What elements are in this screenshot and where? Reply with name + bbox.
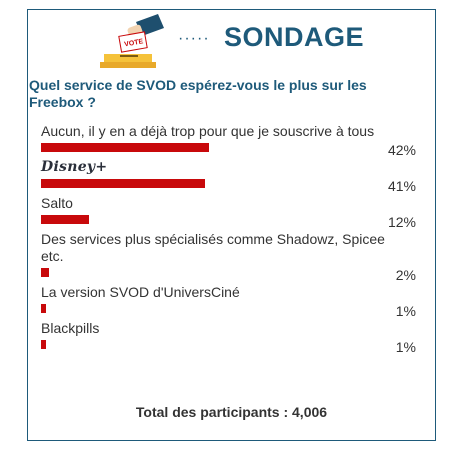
poll-result-bar: [41, 268, 49, 277]
poll-option-label: Salto: [41, 195, 73, 211]
poll-question: Quel service de SVOD espérez-vous le plu…: [29, 77, 367, 110]
poll-option-label: La version SVOD d'UniversCiné: [41, 284, 240, 300]
poll-options: Aucun, il y en a déjà trop pour que je s…: [41, 123, 416, 356]
poll-result-percent: 41%: [387, 178, 416, 194]
poll-result-bar: [41, 340, 46, 349]
poll-bar-row: 41%: [41, 176, 416, 195]
poll-result-percent: 12%: [387, 214, 416, 230]
poll-option: Des services plus spécialisés comme Shad…: [41, 231, 416, 284]
poll-option-label: Aucun, il y en a déjà trop pour que je s…: [41, 123, 375, 139]
poll-bar-row: 12%: [41, 212, 416, 231]
poll-bar-row: 42%: [41, 140, 416, 159]
poll-option: Disney+ 41%: [41, 159, 416, 195]
poll-bar-row: 2%: [41, 265, 416, 284]
poll-result-bar: [41, 215, 89, 224]
poll-bar-row: 1%: [41, 337, 416, 356]
poll-result-bar: [41, 304, 46, 313]
poll-bar-row: 1%: [41, 301, 416, 320]
poll-result-percent: 1%: [395, 339, 416, 355]
poll-option: Blackpills 1%: [41, 320, 416, 356]
poll-result-bar: [41, 143, 209, 152]
poll-option-label: Blackpills: [41, 320, 100, 336]
title-dots: ·····: [178, 30, 210, 47]
poll-option-label: Disney+: [41, 159, 108, 175]
vote-paper-text: VOTE: [124, 38, 144, 48]
poll-result-percent: 42%: [387, 142, 416, 158]
poll-card: VOTE ····· SONDAGE Quel service de SVOD …: [27, 9, 436, 441]
poll-result-percent: 1%: [395, 303, 416, 319]
ballot-box-icon: VOTE: [100, 14, 164, 68]
poll-result-percent: 2%: [395, 267, 416, 283]
poll-result-bar: [41, 179, 205, 188]
page-title: SONDAGE: [224, 22, 365, 52]
poll-option-label: Des services plus spécialisés comme Shad…: [41, 231, 385, 264]
poll-option: Salto 12%: [41, 195, 416, 231]
total-participants: Total des participants : 4,006: [135, 404, 328, 420]
poll-header: VOTE ····· SONDAGE: [28, 10, 435, 70]
poll-option: La version SVOD d'UniversCiné 1%: [41, 284, 416, 320]
poll-option: Aucun, il y en a déjà trop pour que je s…: [41, 123, 416, 159]
